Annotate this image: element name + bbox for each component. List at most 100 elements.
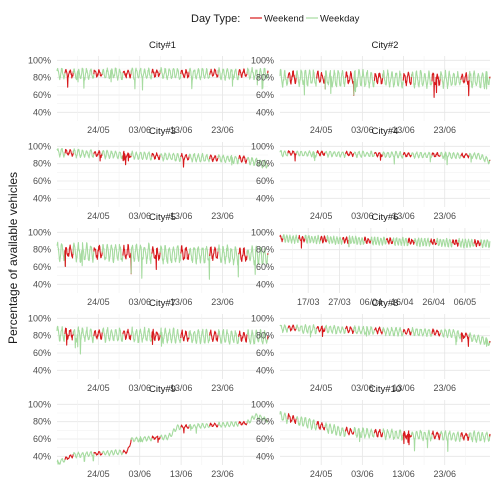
series-line-weekday [72,326,95,355]
series-line-weekday [348,235,366,248]
y-tick-label: 80% [256,331,274,341]
series-line-weekday [295,69,318,96]
series-line-weekend [180,329,190,342]
x-tick-label: 13/06 [392,383,415,393]
panel-2: City#2 100% 80% 60% 40% 24/05 03/06 13/06 23/06 [251,40,491,135]
y-tick-label: 80% [33,73,51,83]
panel-title: City#1 [149,40,176,51]
x-tick-label: 13/06 [170,469,193,479]
series-line-weekend [316,420,326,431]
series-line-weekend [431,328,442,337]
series-line-weekend [373,72,384,85]
panel-title: City#2 [372,40,399,51]
y-tick-label: 80% [256,245,274,255]
y-tick-label: 100% [251,55,274,65]
y-tick-label: 60% [256,348,274,358]
series-line-weekday [188,245,211,280]
x-tick-label: 23/06 [211,383,234,393]
x-tick-label: 03/06 [128,469,151,479]
series-line-weekday [370,236,388,246]
y-tick-label: 40% [33,451,51,461]
series-line-weekday [382,69,405,89]
x-tick-label: 17/03 [297,297,320,307]
series-line-weekend [93,150,104,162]
x-tick-label: 03/06 [351,469,374,479]
y-tick-label: 40% [33,279,51,289]
y-axis-label: Percentage of available vehicles [6,172,20,344]
x-tick-label: 24/05 [87,125,110,135]
series-line-weekend [373,428,384,438]
y-tick-label: 60% [256,90,274,100]
panel-8: City#8 100% 80% 60% 40% 24/05 03/06 13/06 23/06 [251,298,491,393]
series-line-weekday [101,67,124,83]
series-line-weekday [353,69,376,96]
series-line-weekday [101,327,124,343]
x-tick-label: 06/04 [360,297,383,307]
x-tick-label: 13/06 [392,469,415,479]
series-line-weekday [324,69,347,95]
x-tick-label: 23/06 [433,125,456,135]
series-line-weekend [122,438,133,455]
series-line-weekend [431,151,442,158]
series-line-weekday [353,426,376,443]
x-tick-label: 13/06 [170,125,193,135]
series-line-weekday [413,237,431,248]
series-line-weekday [382,428,405,441]
x-tick-label: 06/05 [454,297,477,307]
series-line-weekday [382,150,405,165]
series-line-weekend [279,234,284,243]
series-line-weekend [238,330,248,343]
series-line-weekend [64,68,75,88]
y-tick-label: 60% [256,262,274,272]
series-line-weekday [217,421,240,428]
series-line-weekend [429,238,438,246]
series-line-weekday [439,328,462,346]
y-tick-label: 40% [256,365,274,375]
series-line-weekend [64,327,75,346]
series-line-weekend [238,247,248,263]
series-line-weekend [460,332,470,347]
x-tick-label: 03/06 [128,383,151,393]
y-tick-label: 40% [256,193,274,203]
x-tick-label: 13/06 [170,297,193,307]
series-line-weekday [130,326,153,344]
series-line-weekend [209,154,219,163]
series-line-weekend [385,237,394,245]
series-line-weekday [188,422,211,434]
series-line-weekend [316,325,326,338]
series-line-weekend [460,72,470,97]
series-line-weekday [295,416,318,431]
y-tick-label: 60% [33,348,51,358]
y-tick-label: 100% [28,313,51,323]
series-line-weekend [180,424,190,434]
y-tick-label: 60% [256,176,274,186]
series-line-weekday [101,149,124,161]
series-line-weekend [93,329,104,340]
x-tick-label: 03/06 [128,297,151,307]
series-line-weekend [64,453,74,460]
series-line-weekend [64,244,75,268]
x-tick-label: 16/04 [391,297,414,307]
series-line-weekday [246,67,269,90]
series-line-weekday [159,67,182,81]
series-line-weekend [151,328,161,346]
series-line-weekday [410,326,433,338]
series-line-weekend [122,69,133,79]
series-line-weekend [407,237,416,245]
series-line-weekday [246,245,269,275]
series-line-weekend [363,236,372,244]
y-tick-label: 80% [256,73,274,83]
y-tick-label: 60% [33,176,51,186]
y-tick-label: 80% [256,159,274,169]
x-tick-label: 23/06 [211,469,234,479]
series-line-weekend [373,151,384,161]
x-tick-label: 24/05 [87,297,110,307]
series-line-weekend [287,413,298,425]
series-line-weekday [304,234,322,245]
series-line-weekday [279,149,289,158]
series-line-weekend [473,238,481,248]
series-line-weekend [122,150,133,166]
series-line-weekday [246,156,269,169]
series-line-weekend [209,68,219,78]
